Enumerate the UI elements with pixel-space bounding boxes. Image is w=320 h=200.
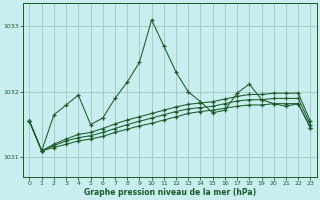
X-axis label: Graphe pression niveau de la mer (hPa): Graphe pression niveau de la mer (hPa) bbox=[84, 188, 256, 197]
